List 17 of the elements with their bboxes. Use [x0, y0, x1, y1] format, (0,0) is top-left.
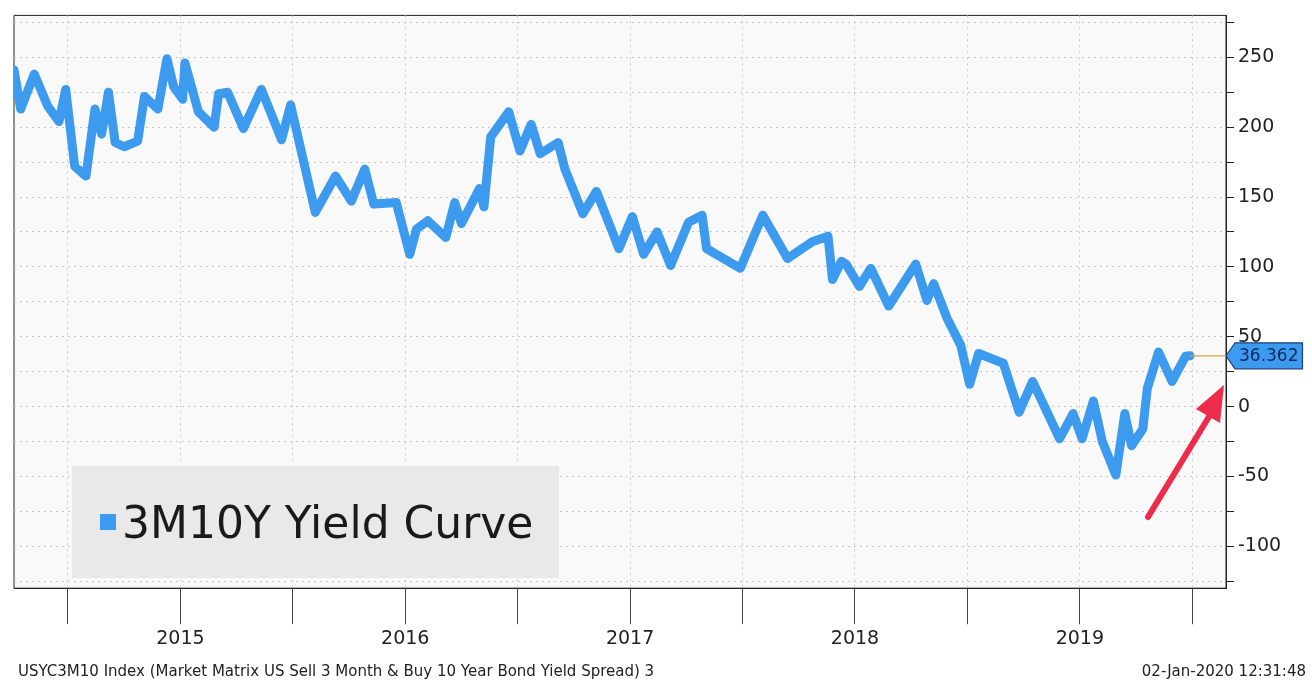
x-tick-label: 2017	[605, 625, 655, 648]
y-tick-label: -100	[1238, 533, 1282, 556]
y-tick-label: 250	[1238, 44, 1275, 67]
legend-label: 3M10Y Yield Curve	[122, 496, 534, 548]
annotation: 36.362	[1239, 345, 1299, 366]
y-tick-label: -50	[1238, 463, 1270, 486]
text: 02-Jan-2020 12:31:48	[1141, 662, 1306, 680]
y-tick-label: 200	[1238, 114, 1275, 137]
x-tick-label: 2018	[830, 625, 880, 648]
y-tick-label: 50	[1238, 323, 1263, 346]
y-tick-label: 0	[1238, 393, 1251, 416]
x-tick-label: 2016	[381, 625, 430, 648]
text: USYC3M10 Index (Market Matrix US Sell 3 Month & Buy 10 Year Bond Yield Spread) 3	[18, 662, 655, 680]
x-tick-label: 2015	[156, 625, 205, 648]
y-tick-label: 150	[1238, 183, 1275, 206]
x-tick-label: 2019	[1055, 625, 1105, 648]
y-tick-label: 100	[1238, 253, 1275, 276]
